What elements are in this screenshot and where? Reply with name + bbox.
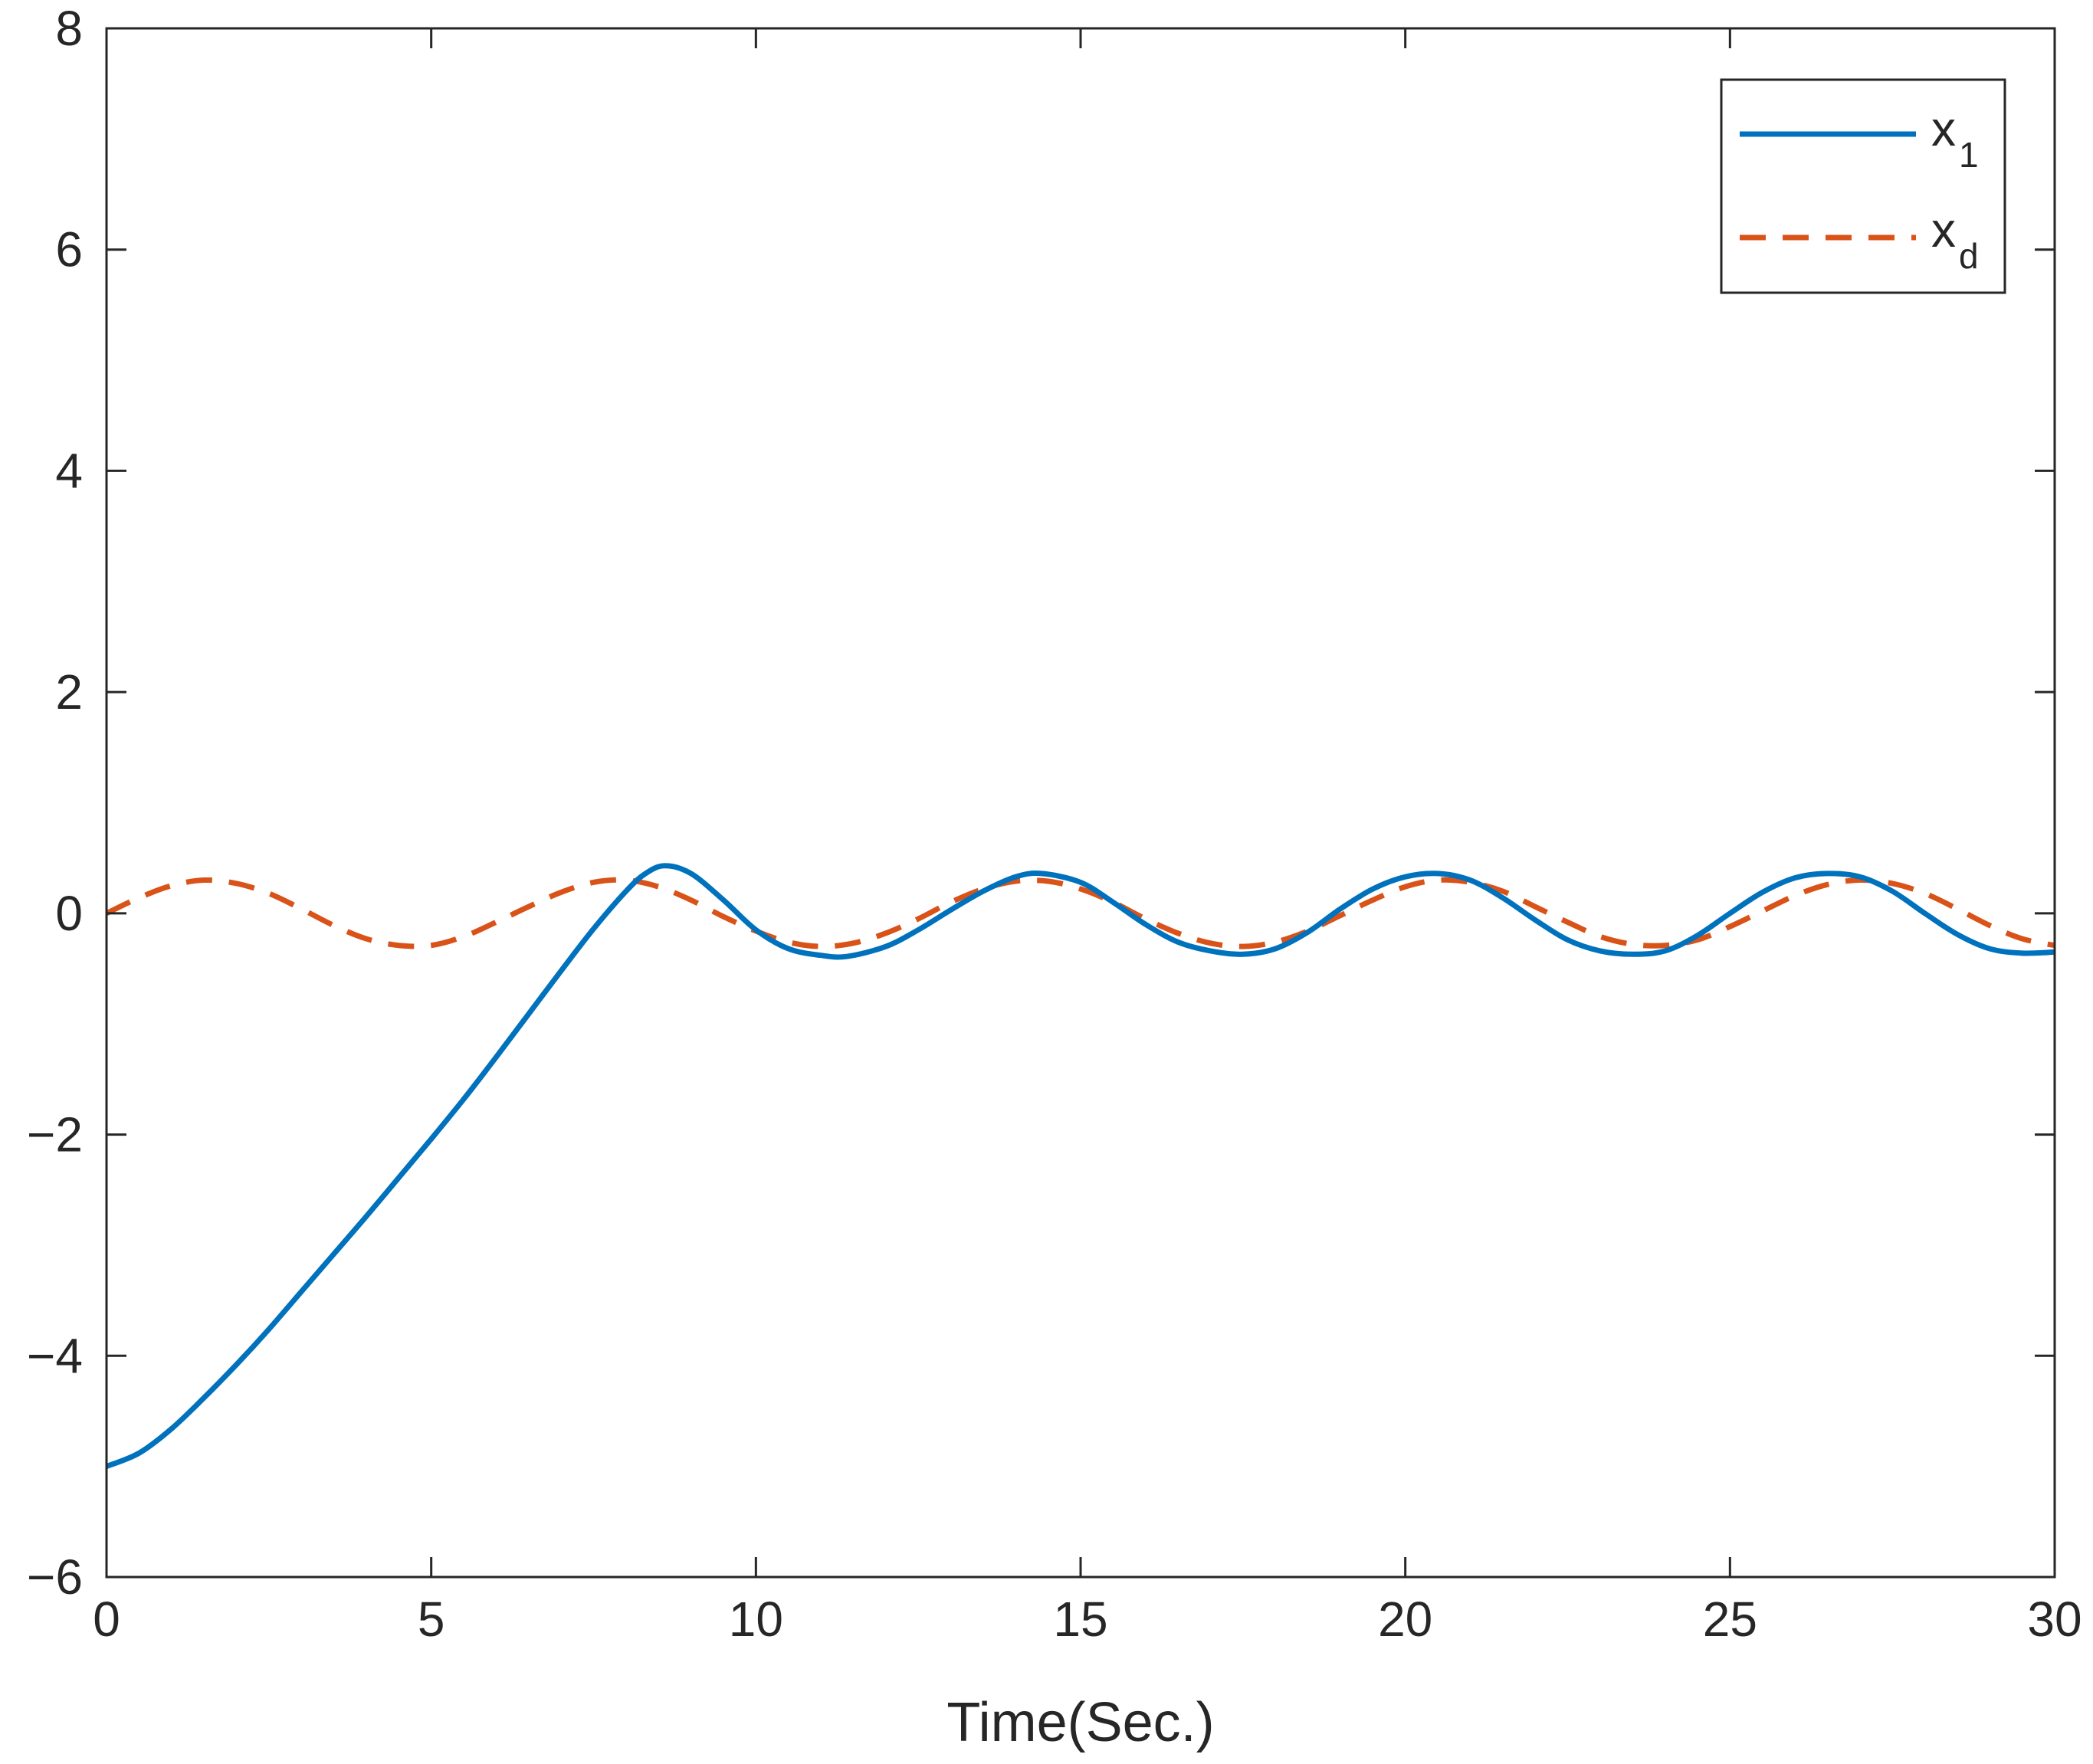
y-tick-label-2: −2 bbox=[27, 1107, 83, 1162]
legend-label-xd-main: x bbox=[1931, 202, 1956, 257]
y-tick-label-4: 2 bbox=[55, 664, 83, 720]
y-tick-label-7: 8 bbox=[55, 1, 83, 56]
x-tick-labels: 0 5 10 15 20 25 30 bbox=[93, 1592, 2082, 1647]
series-line-xd bbox=[105, 877, 2055, 949]
series-layer bbox=[105, 863, 2055, 1469]
x-tick-label-5: 25 bbox=[1703, 1592, 1757, 1647]
y-tick-label-0: −6 bbox=[27, 1549, 83, 1605]
series-line-x1 bbox=[105, 863, 2055, 1469]
x-tick-label-2: 10 bbox=[729, 1592, 783, 1647]
y-tick-label-6: 6 bbox=[55, 222, 83, 277]
x-axis-label: Time(Sec.) bbox=[946, 1692, 1214, 1753]
x-tick-label-3: 15 bbox=[1053, 1592, 1107, 1647]
y-tick-labels: −6 −4 −2 0 2 4 6 8 bbox=[27, 1, 83, 1605]
y-tick-label-3: 0 bbox=[55, 886, 83, 941]
legend-label-x1: x1 bbox=[1931, 101, 1979, 175]
legend-label-x1-sub: 1 bbox=[1959, 135, 1979, 175]
x-tick-label-6: 30 bbox=[2027, 1592, 2082, 1647]
legend-label-x1-main: x bbox=[1931, 101, 1956, 156]
y-tick-label-1: −4 bbox=[27, 1328, 83, 1383]
x-tick-label-1: 5 bbox=[418, 1592, 445, 1647]
axes-box bbox=[105, 27, 2056, 1579]
y-tick-label-5: 4 bbox=[55, 443, 83, 498]
legend-label-xd-sub: d bbox=[1959, 236, 1979, 276]
x-tick-label-0: 0 bbox=[93, 1592, 120, 1647]
legend: x1 xd bbox=[1720, 78, 2006, 294]
x-tick-label-4: 20 bbox=[1378, 1592, 1432, 1647]
legend-label-xd: xd bbox=[1931, 202, 1979, 276]
legend-box bbox=[1720, 78, 2006, 294]
